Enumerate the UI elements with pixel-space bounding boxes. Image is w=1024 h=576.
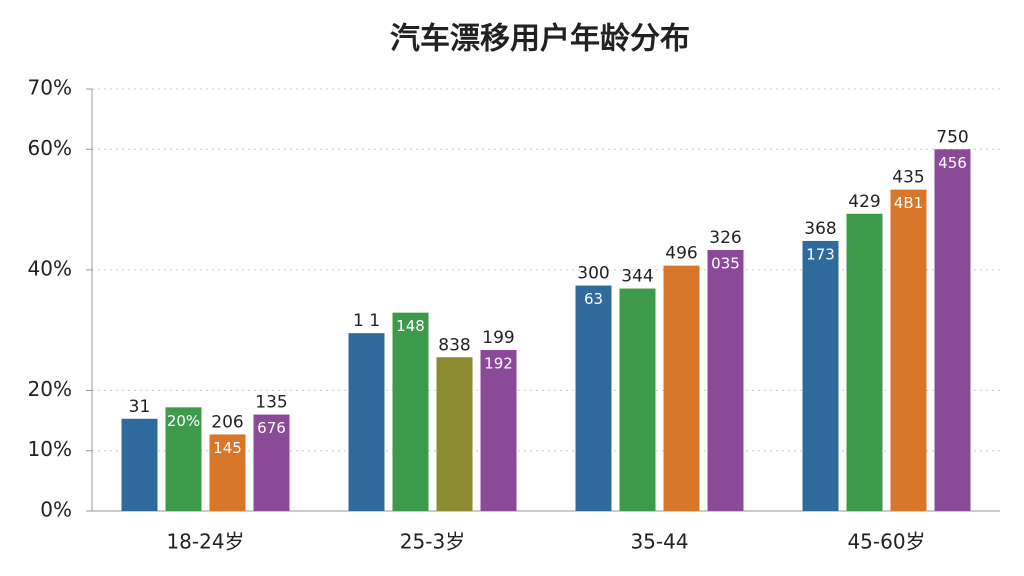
y-tick-label: 10% bbox=[28, 437, 72, 461]
bar-label: 750 bbox=[936, 127, 968, 147]
bar-label: 326 bbox=[709, 228, 741, 248]
bar bbox=[707, 249, 744, 511]
bar-label: 135 bbox=[255, 393, 287, 413]
bar bbox=[165, 407, 202, 511]
bar bbox=[846, 213, 883, 511]
bar-label: 429 bbox=[848, 192, 880, 212]
bar bbox=[348, 333, 385, 511]
bar-inner-label: 456 bbox=[938, 154, 967, 172]
bar-label: 300 bbox=[577, 264, 609, 284]
bar-label: 435 bbox=[892, 168, 924, 188]
bar bbox=[934, 149, 971, 512]
bar bbox=[575, 285, 612, 511]
bar-inner-label: 192 bbox=[484, 355, 513, 373]
bar-inner-label: 676 bbox=[257, 419, 286, 437]
bar-inner-label: 4B1 bbox=[894, 194, 923, 212]
bar bbox=[890, 189, 927, 512]
bar-label: 199 bbox=[482, 328, 514, 348]
bar bbox=[663, 265, 700, 511]
bar bbox=[209, 434, 246, 511]
x-tick-label: 35-44 bbox=[630, 530, 688, 554]
bar-label: 368 bbox=[804, 219, 836, 239]
bar-label: 496 bbox=[665, 244, 697, 264]
bar-inner-label: 145 bbox=[213, 439, 242, 457]
y-tick-label: 60% bbox=[28, 136, 72, 160]
bar bbox=[480, 350, 517, 511]
bar-label: 206 bbox=[211, 412, 243, 432]
bar-label: 1 1 bbox=[353, 311, 380, 331]
x-tick-label: 18-24岁 bbox=[166, 530, 244, 554]
bar-inner-label: 63 bbox=[584, 290, 603, 308]
bar bbox=[253, 414, 290, 511]
bar bbox=[619, 288, 656, 511]
bar-inner-label: 035 bbox=[711, 254, 740, 272]
bar bbox=[802, 240, 839, 512]
chart-title: 汽车漂移用户年龄分布 bbox=[390, 22, 690, 57]
x-tick-label: 25-3岁 bbox=[400, 530, 465, 554]
bar bbox=[392, 312, 429, 511]
bar-inner-label: 148 bbox=[396, 317, 425, 335]
bar-label: 31 bbox=[129, 397, 151, 417]
y-tick-label: 70% bbox=[28, 76, 72, 100]
x-tick-label: 45-60岁 bbox=[847, 530, 925, 554]
bar-label: 344 bbox=[621, 267, 653, 287]
bar bbox=[121, 418, 158, 511]
bar-inner-label: 173 bbox=[806, 245, 835, 263]
bar bbox=[436, 357, 473, 511]
bar-inner-label: 20% bbox=[167, 412, 200, 430]
y-tick-label: 40% bbox=[28, 256, 72, 280]
y-tick-label: 0% bbox=[40, 498, 72, 522]
y-tick-label: 20% bbox=[28, 377, 72, 401]
bar-label: 838 bbox=[438, 335, 470, 355]
